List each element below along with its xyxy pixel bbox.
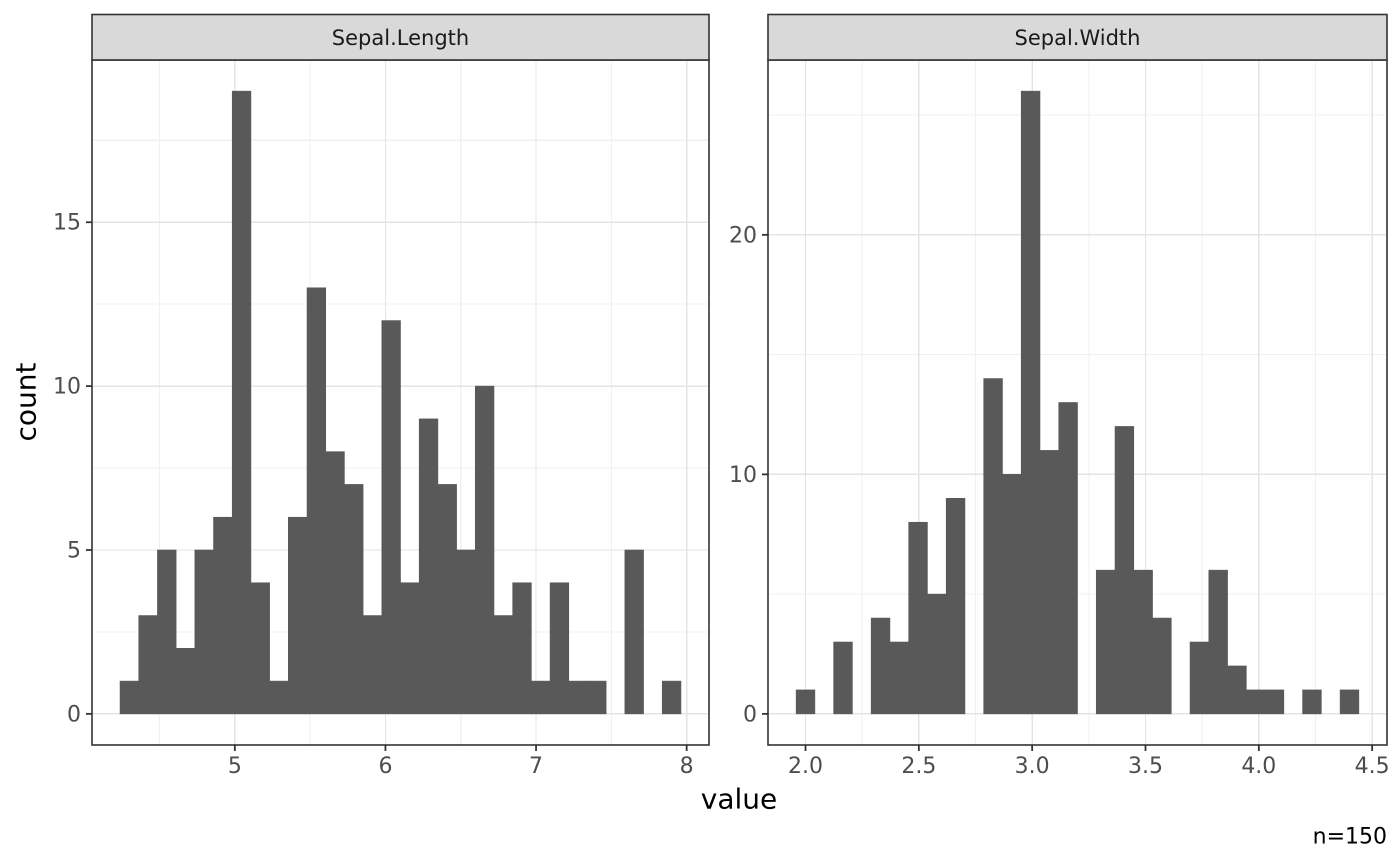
- histogram-bar: [1058, 402, 1078, 715]
- x-tick-label: 4.5: [1355, 754, 1390, 779]
- histogram-bar: [983, 378, 1003, 715]
- histogram-bar: [889, 641, 909, 715]
- histogram-bar: [1152, 617, 1172, 715]
- histogram-bar: [1133, 569, 1153, 715]
- y-tick-label: 20: [729, 223, 757, 248]
- histogram-bar: [175, 648, 196, 715]
- x-tick-label: 6: [378, 754, 392, 779]
- x-tick-label: 2.0: [788, 754, 823, 779]
- facet-strip: [91, 13, 710, 61]
- histogram-bar: [624, 549, 644, 715]
- x-tick-label: 8: [680, 754, 694, 779]
- histogram-bar: [833, 641, 853, 715]
- histogram-bar: [1246, 689, 1266, 715]
- x-tick-label: 7: [529, 754, 543, 779]
- histogram-bar: [400, 582, 420, 715]
- y-tick-label: 5: [67, 538, 81, 563]
- facet-panel-1: 2.0 2.5 3.0 3.5 4.0 4.5 0 10 20: [729, 13, 1390, 779]
- histogram-bar: [418, 418, 439, 715]
- x-axis-title: value: [700, 782, 778, 816]
- histogram-bar: [325, 451, 345, 715]
- facet-strip: [767, 13, 1388, 61]
- facet-panel-0: 5 6 7 8 0 5 10 15: [53, 13, 710, 779]
- histogram-bar: [231, 90, 252, 715]
- histogram-bar: [512, 582, 532, 715]
- histogram-bar: [1095, 569, 1116, 715]
- histogram-bar: [288, 516, 308, 715]
- x-tick-label: 3.5: [1128, 754, 1163, 779]
- x-tick-label: 3.0: [1015, 754, 1050, 779]
- histogram-bar: [587, 680, 607, 715]
- histogram-bar: [194, 549, 214, 715]
- histogram-bar: [1189, 641, 1210, 715]
- x-tick-label: 4.0: [1241, 754, 1276, 779]
- histogram-bar: [945, 498, 966, 715]
- histogram-bar: [381, 320, 401, 715]
- histogram-bar: [269, 680, 289, 715]
- x-tick-label: 5: [228, 754, 242, 779]
- histogram-bar: [344, 484, 364, 715]
- y-tick-label: 0: [743, 702, 757, 727]
- histogram-bar: [1227, 665, 1247, 715]
- y-tick-label: 15: [53, 211, 81, 236]
- histogram-bar: [1208, 569, 1228, 715]
- histogram-bar: [870, 617, 891, 715]
- histogram-bar: [474, 385, 495, 715]
- sample-size-annotation: n=150: [1312, 824, 1387, 850]
- x-tick-label: 2.5: [901, 754, 936, 779]
- histogram-bar: [908, 521, 928, 715]
- histogram-bar: [531, 680, 551, 715]
- histogram-bar: [1302, 689, 1322, 715]
- histogram-bar: [1114, 426, 1135, 715]
- histogram-bar: [1020, 90, 1041, 715]
- histogram-bar: [1339, 689, 1360, 715]
- histogram-bar: [568, 680, 588, 715]
- histogram-bar: [250, 582, 270, 715]
- y-tick-label: 0: [67, 702, 81, 727]
- y-tick-label: 10: [53, 375, 81, 400]
- histogram-bar: [306, 287, 327, 715]
- y-tick-label: 10: [729, 463, 757, 488]
- histogram-bar: [213, 516, 233, 715]
- histogram-bar: [456, 549, 476, 715]
- histogram-bar: [362, 615, 383, 715]
- y-axis-title: count: [9, 362, 43, 442]
- histogram-bar: [927, 593, 947, 715]
- histogram-bar: [1039, 450, 1060, 715]
- histogram-bar: [437, 484, 457, 715]
- histogram-bar: [157, 549, 177, 715]
- histogram-bar: [1002, 474, 1022, 715]
- histogram-bar: [549, 582, 570, 715]
- histogram-bar: [795, 689, 816, 715]
- histogram-bar: [661, 680, 682, 715]
- histogram-bar: [1264, 689, 1285, 715]
- histogram-bar: [119, 680, 140, 715]
- histogram-bar: [138, 615, 158, 715]
- histogram-bar: [493, 615, 513, 715]
